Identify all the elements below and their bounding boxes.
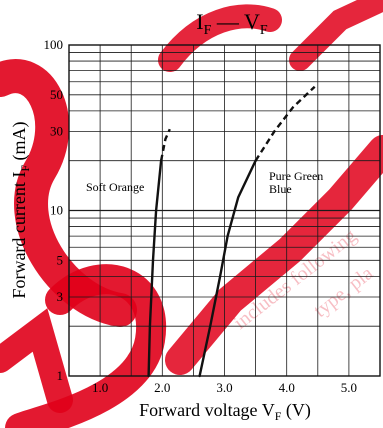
y-tick-label: 100 (44, 37, 64, 52)
watermark-stroke (158, 4, 282, 72)
plot-frame (68, 44, 381, 377)
watermark-stroke (0, 308, 73, 413)
x-tick-label: 4.0 (279, 380, 295, 395)
y-tick-label: 30 (50, 124, 63, 139)
series-label-line: Pure Green (269, 169, 323, 183)
y-tick-label: 50 (50, 87, 63, 102)
series-line-dashed (159, 128, 171, 161)
series-line-dashed (254, 85, 316, 162)
title-second-sub: F (260, 23, 268, 38)
y-tick-label: 10 (50, 203, 63, 218)
series-line-solid (147, 159, 163, 378)
x-tick-label: 2.0 (154, 380, 170, 395)
watermark-stroke (165, 135, 383, 375)
series-label: Soft Orange (86, 180, 144, 194)
x-tick-label: 3.0 (216, 380, 232, 395)
y-axis-label-text: Forward current I (9, 172, 29, 299)
title-main-sub: F (204, 23, 212, 38)
x-axis-label-unit: (V) (281, 400, 311, 421)
series-label-line: Soft Orange (86, 180, 144, 194)
y-tick-label: 5 (57, 252, 64, 267)
watermark-stroke (289, 0, 383, 71)
series-line-solid (198, 159, 257, 378)
y-axis-label-unit: (mA) (9, 121, 30, 165)
y-tick-label: 1 (57, 368, 64, 383)
plot-area: 1 3 5 10 30 50 100 1.0 2.0 3.0 4.0 5.0 Soft Orange Pu… (44, 37, 381, 395)
title-second: V (244, 9, 260, 34)
title-main: I (196, 9, 203, 34)
y-axis-label: Forward current IF (mA) (9, 121, 32, 298)
x-axis-label-sub: F (275, 409, 282, 423)
y-axis-label-sub: F (18, 165, 32, 172)
x-tick-label: 1.0 (92, 380, 108, 395)
x-axis-label: Forward voltage VF (V) (139, 400, 311, 423)
chart-title: IF — VF (196, 9, 268, 38)
x-tick-label: 5.0 (341, 380, 357, 395)
series-label: Pure Green Blue (269, 169, 323, 196)
series-label-line: Blue (269, 182, 292, 196)
title-dash: — (211, 9, 244, 34)
x-axis-label-text: Forward voltage V (139, 400, 275, 420)
y-tick-label: 3 (57, 289, 64, 304)
